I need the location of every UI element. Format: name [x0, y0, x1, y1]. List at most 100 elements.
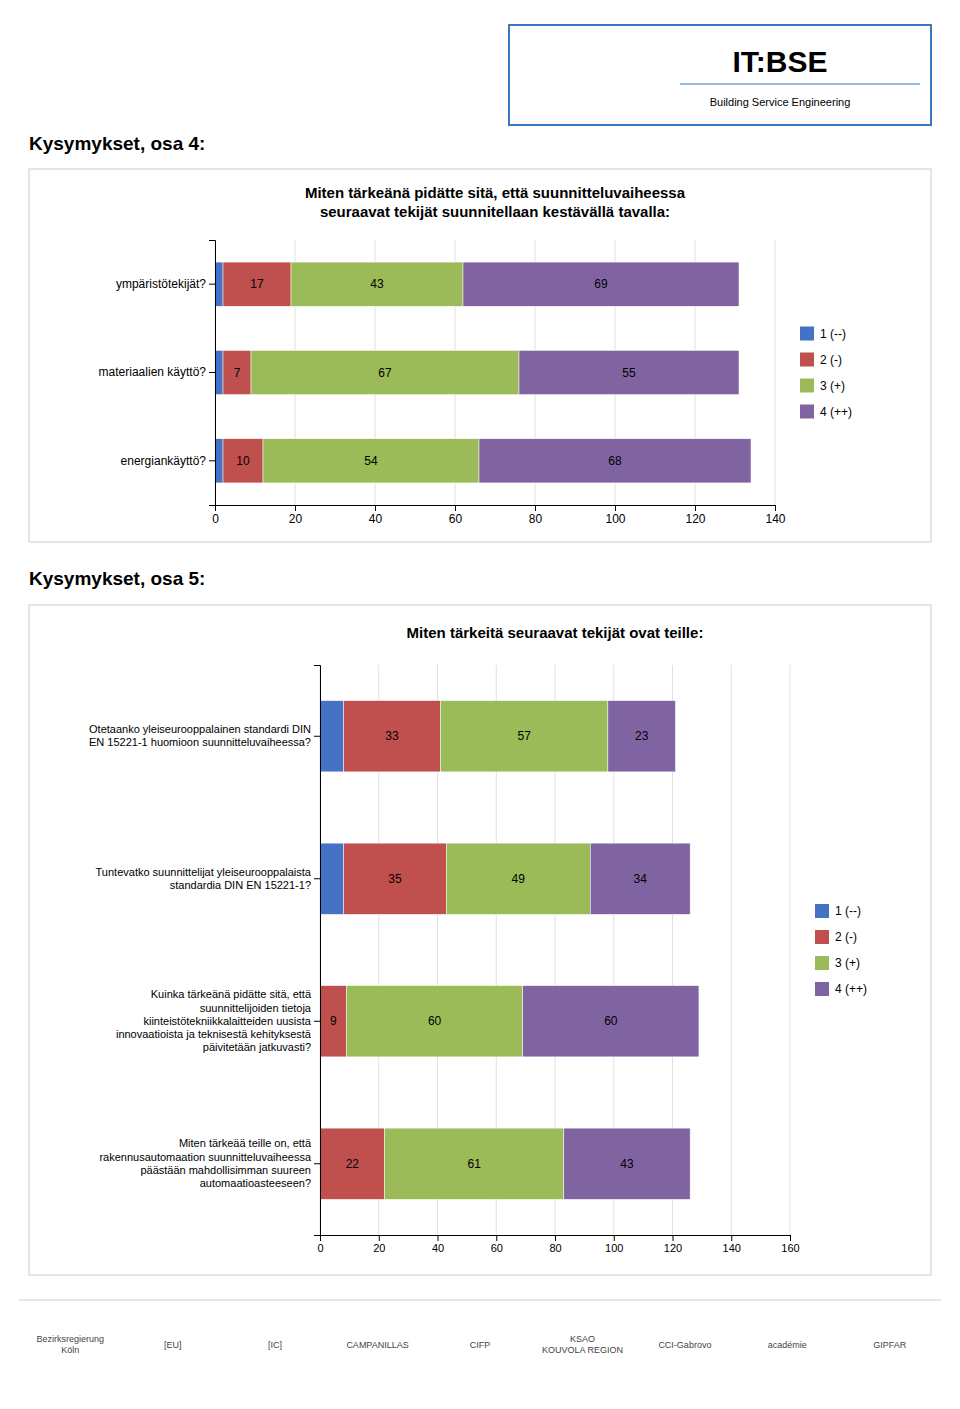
bars — [320, 701, 699, 1200]
tick: Tuntevatko suunnittelijat yleiseurooppal… — [96, 866, 320, 891]
tick-mark — [379, 1235, 380, 1241]
logo: IT:BSEBuilding Service Engineering — [509, 25, 931, 125]
footer-logo: CIFP — [470, 1340, 491, 1350]
y-axis: Otetaanko yleiseurooppalainen standardi … — [89, 666, 321, 1236]
legend-swatch — [815, 956, 829, 970]
tick: 160 — [781, 1235, 799, 1254]
logo-subtitle: Building Service Engineering — [710, 96, 851, 108]
text-line: Köln — [61, 1345, 79, 1355]
footer-logo: CCI-Gabrovo — [658, 1340, 711, 1350]
bar-segment — [463, 262, 739, 306]
figure: Kysymykset, osa 4: Miten tärkeänä pidätte… — [0, 0, 960, 1409]
tick-mark — [314, 1163, 320, 1164]
tick-mark — [496, 1235, 497, 1241]
tick: 0 — [317, 1235, 323, 1254]
tick-label: 0 — [212, 512, 219, 526]
logo-rule — [680, 84, 920, 85]
text-line: CIFP — [470, 1340, 491, 1350]
footer-logo: [IC] — [268, 1340, 282, 1350]
bar-segment — [263, 439, 479, 483]
data-label: 7 — [234, 366, 241, 380]
legend-label: 2 (-) — [820, 353, 842, 367]
legend-swatch — [800, 379, 814, 393]
tick: 80 — [549, 1235, 561, 1254]
tick-label: 160 — [781, 1242, 799, 1254]
bar-segment — [215, 439, 223, 483]
tick-mark — [615, 505, 616, 511]
tick: 100 — [605, 505, 625, 526]
bar-segment — [446, 843, 590, 914]
chart-title: Miten tärkeänä pidätte sitä, että suunni… — [305, 184, 686, 220]
tick: 20 — [289, 505, 303, 526]
tick-label: 40 — [432, 1242, 444, 1254]
tick: 40 — [432, 1235, 444, 1254]
bar-segment — [320, 843, 344, 914]
chart-title: Miten tärkeitä seuraavat tekijät ovat te… — [407, 624, 704, 641]
text-line: seuraavat tekijät suunnitellaan kestäväl… — [320, 203, 670, 220]
grid-line — [775, 240, 776, 505]
text-line: päästään mahdollisimman suureen — [140, 1164, 311, 1176]
legend-swatch — [800, 327, 814, 341]
tick-mark — [314, 736, 320, 737]
logo-box — [509, 25, 931, 125]
grid-line — [790, 665, 791, 1235]
section-header: Kysymykset, osa 4: — [29, 133, 205, 154]
tick-mark — [314, 878, 320, 879]
tick-mark — [535, 505, 536, 511]
tick: 120 — [685, 505, 705, 526]
bar-segment — [523, 986, 699, 1057]
bar-segment — [215, 350, 223, 394]
grid-line — [731, 665, 732, 1235]
bar-segment — [215, 262, 223, 306]
tick-label: 80 — [529, 512, 543, 526]
bars — [215, 262, 751, 483]
tick: 60 — [491, 1235, 503, 1254]
tick: energiankäyttö? — [121, 454, 215, 468]
tick-label: 100 — [605, 512, 625, 526]
text-line: Tuntevatko suunnittelijat yleiseurooppal… — [96, 866, 312, 878]
legend-label: 4 (++) — [820, 405, 852, 419]
text-line: Otetaanko yleiseurooppalainen standardi … — [89, 723, 311, 735]
bar-segment — [440, 701, 607, 772]
data-label: 49 — [512, 872, 526, 886]
legend-item: 2 (-) — [815, 930, 857, 944]
tick-mark — [775, 505, 776, 511]
text-line: innovaatioista ja teknisestä kehityksest… — [116, 1028, 312, 1040]
text-line: standardia DIN EN 15221-1? — [170, 879, 311, 891]
tick-mark — [455, 505, 456, 511]
data-label: 9 — [330, 1014, 337, 1028]
tick-mark — [209, 284, 215, 285]
bar-segment — [519, 350, 739, 394]
tick-label: materiaalien käyttö? — [99, 365, 207, 379]
bar-segment — [320, 701, 344, 772]
tick-mark — [438, 1235, 439, 1241]
legend-swatch — [800, 405, 814, 419]
data-label: 43 — [370, 277, 384, 291]
text-line: CCI-Gabrovo — [658, 1340, 711, 1350]
y-axis: ympäristötekijät?materiaalien käyttö?ene… — [99, 241, 216, 506]
legend-label: 3 (+) — [820, 379, 845, 393]
text-line: Miten tärkeitä seuraavat tekijät ovat te… — [407, 624, 704, 641]
legend-item: 2 (-) — [800, 353, 842, 367]
legend-item: 4 (++) — [815, 982, 867, 996]
data-label: 55 — [622, 366, 636, 380]
text-line: [EU] — [164, 1340, 182, 1350]
tick: materiaalien käyttö? — [99, 365, 215, 379]
legend-label: 1 (--) — [835, 904, 861, 918]
tick: Miten tärkeää teille on, ettärakennusaut… — [99, 1137, 320, 1189]
tick-mark — [614, 1235, 615, 1241]
tick: 120 — [664, 1235, 682, 1254]
text-line: KOUVOLA REGION — [542, 1345, 623, 1355]
tick-label: 60 — [449, 512, 463, 526]
tick: 60 — [449, 505, 463, 526]
footer: BezirksregierungKöln[EU][IC]CAMPANILLASC… — [19, 1300, 941, 1355]
tick-mark — [695, 505, 696, 511]
bar-segment — [320, 1128, 385, 1199]
text-line: [IC] — [268, 1340, 282, 1350]
data-label: 68 — [608, 454, 622, 468]
tick-label: Kuinka tärkeänä pidätte sitä, ettäsuunni… — [116, 988, 312, 1053]
section-header: Kysymykset, osa 5: — [29, 568, 205, 589]
chart-box — [29, 169, 931, 542]
tick-mark — [209, 372, 215, 373]
legend: 1 (--)2 (-)3 (+)4 (++) — [800, 327, 852, 419]
